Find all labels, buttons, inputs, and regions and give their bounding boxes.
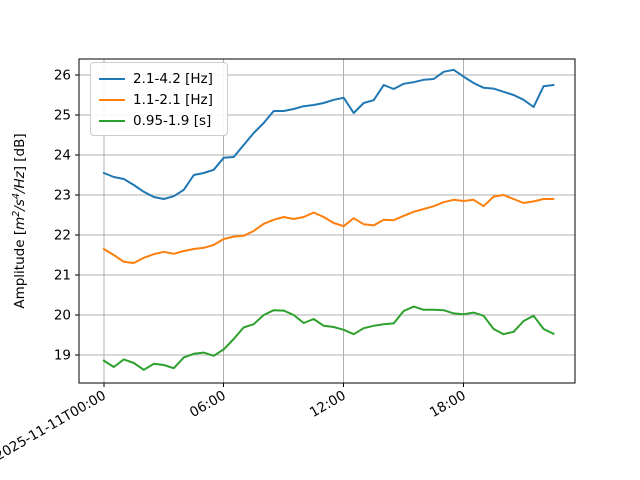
y-axis-label-part: /s — [12, 199, 28, 212]
y-tick-label: 25 — [54, 108, 71, 124]
y-tick-label: 24 — [54, 148, 71, 164]
x-tick-label: 06:00 — [187, 388, 229, 421]
y-axis-label: Amplitude [m2/s4/Hz] [dB] — [11, 133, 28, 308]
legend-item: 1.1-2.1 [Hz] — [99, 89, 227, 110]
y-axis-label-part: 4 — [11, 193, 22, 199]
x-tick-label: 12:00 — [307, 388, 349, 421]
y-axis-label-part: 2 — [11, 211, 22, 217]
y-tick-label: 23 — [54, 188, 71, 204]
plot-frame — [78, 58, 576, 384]
legend-label: 0.95-1.9 [s] — [133, 112, 212, 129]
legend: 2.1-4.2 [Hz] 1.1-2.1 [Hz] 0.95-1.9 [s] — [90, 62, 228, 136]
y-axis-label-part: ] [dB] — [12, 133, 28, 171]
legend-item: 0.95-1.9 [s] — [99, 110, 227, 131]
series-line-1 — [102, 194, 555, 264]
y-tick-label: 20 — [54, 308, 71, 324]
legend-label: 2.1-4.2 [Hz] — [133, 70, 213, 87]
legend-line-sample — [99, 119, 125, 122]
y-tick-label: 26 — [54, 68, 71, 84]
y-axis-label-part: m — [12, 217, 28, 230]
series-line-0 — [102, 68, 555, 200]
y-axis-label-part: Amplitude [ — [12, 230, 28, 309]
legend-line-sample — [99, 98, 125, 101]
series-line-2 — [102, 305, 555, 371]
x-tick-label: 18:00 — [427, 388, 469, 421]
y-axis-label-part: /Hz — [12, 170, 28, 194]
legend-item: 2.1-4.2 [Hz] — [99, 68, 227, 89]
y-tick-label: 22 — [54, 228, 71, 244]
y-tick-label: 21 — [54, 268, 71, 284]
y-tick-label: 19 — [54, 348, 71, 364]
legend-line-sample — [99, 77, 125, 80]
x-tick-label: 2025-11-11T00:00 — [0, 388, 109, 465]
legend-label: 1.1-2.1 [Hz] — [133, 91, 213, 108]
